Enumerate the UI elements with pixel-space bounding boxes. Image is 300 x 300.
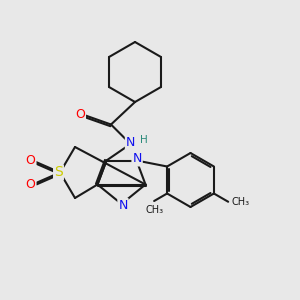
Text: H: H xyxy=(140,135,148,146)
Text: CH₃: CH₃ xyxy=(145,205,163,214)
Text: O: O xyxy=(26,154,35,167)
Text: O: O xyxy=(26,178,35,191)
Text: N: N xyxy=(132,152,142,166)
Text: S: S xyxy=(54,166,63,179)
Text: CH₃: CH₃ xyxy=(231,197,249,207)
Text: N: N xyxy=(118,199,128,212)
Text: O: O xyxy=(75,107,85,121)
Text: N: N xyxy=(126,136,135,149)
